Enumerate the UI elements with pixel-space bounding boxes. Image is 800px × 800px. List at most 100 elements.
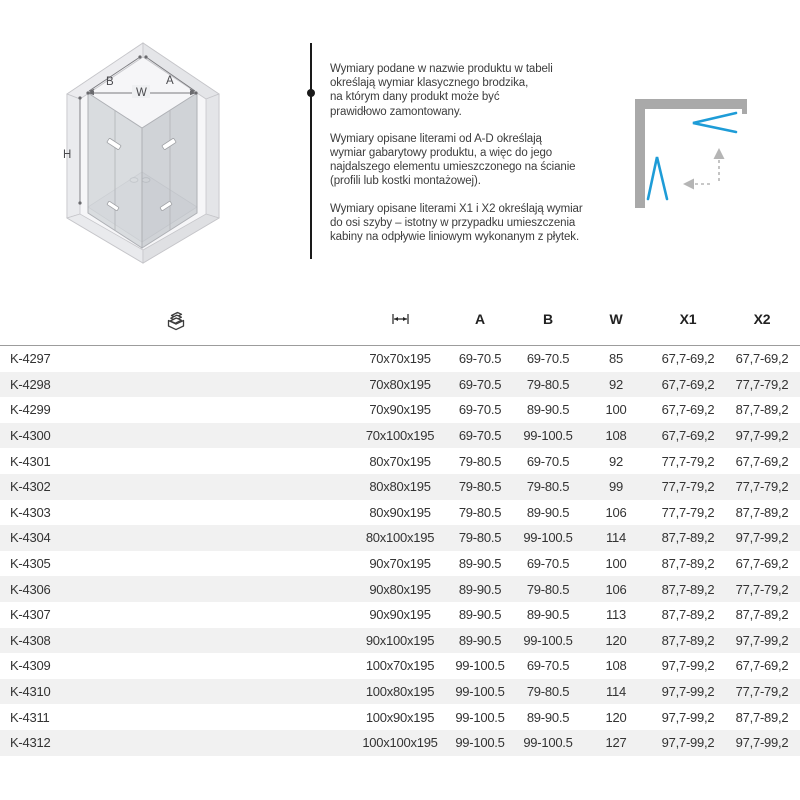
- cell-a: 99-100.5: [455, 658, 505, 674]
- cell-dimensions: 80x80x195: [369, 479, 431, 495]
- cell-w: 108: [605, 658, 627, 674]
- table-row: K-4298 70x80x195 69-70.5 79-80.5 92 67,7-69,2…: [0, 371, 800, 398]
- table-body: K-4297 70x70x195 69-70.5 69-70.5 85 67,7-69,2…: [0, 346, 800, 756]
- cell-product-code: K-4308: [10, 632, 51, 648]
- cell-product-code: K-4301: [10, 453, 51, 469]
- cell-x2: 97,7-99,2: [735, 428, 789, 444]
- cell-b: 69-70.5: [526, 453, 570, 469]
- cell-x1: 87,7-89,2: [661, 607, 715, 623]
- spec-table-header: A B W X1 X2: [0, 300, 800, 346]
- product-stack-icon: [167, 311, 185, 330]
- cell-dimensions: 70x100x195: [365, 428, 435, 444]
- table-row: K-4300 70x100x195 69-70.5 99-100.5 108 67,7-6…: [0, 422, 800, 449]
- cell-x2: 67,7-69,2: [735, 556, 789, 572]
- cell-b: 79-80.5: [526, 376, 570, 392]
- cell-w: 113: [606, 607, 626, 623]
- wall-shapes: [635, 99, 747, 208]
- cell-w: 92: [609, 376, 623, 392]
- cell-dimensions: 100x70x195: [365, 658, 435, 674]
- width-dimension-icon: [391, 313, 409, 324]
- cell-b: 99-100.5: [523, 632, 573, 648]
- label-backing: [132, 85, 150, 98]
- cell-x2: 67,7-69,2: [735, 658, 789, 674]
- cell-x1: 97,7-99,2: [661, 684, 715, 700]
- spec-table: A B W X1 X2 K-4297 70x70x195 69-70.5 69-70.…: [0, 300, 800, 756]
- table-row: K-4303 80x90x195 79-80.5 89-90.5 106 77,7-79,…: [0, 500, 800, 526]
- cell-b: 89-90.5: [526, 709, 570, 725]
- iso-label-w: W: [136, 87, 147, 99]
- cell-dimensions: 90x100x195: [365, 632, 435, 648]
- cell-x1: 87,7-89,2: [661, 556, 715, 572]
- swing-direction-arrows: [683, 148, 725, 190]
- cell-b: 79-80.5: [526, 684, 570, 700]
- cell-a: 79-80.5: [458, 453, 502, 469]
- cell-product-code: K-4299: [10, 402, 51, 418]
- cell-x1: 97,7-99,2: [661, 709, 715, 725]
- cell-product-code: K-4309: [10, 658, 51, 674]
- door-handle-icon: [106, 138, 177, 211]
- dimension-arrowheads: [88, 88, 196, 96]
- cell-product-code: K-4312: [10, 735, 51, 751]
- header-a: A: [475, 310, 485, 327]
- dimension-lines: [79, 56, 196, 203]
- cell-x2: 97,7-99,2: [735, 735, 789, 751]
- cell-b: 99-100.5: [523, 428, 573, 444]
- cell-dimensions: 100x80x195: [365, 684, 435, 700]
- cell-w: 120: [605, 709, 627, 725]
- cell-w: 114: [606, 530, 626, 546]
- cell-x1: 87,7-89,2: [661, 632, 715, 648]
- header-x1: X1: [679, 310, 697, 327]
- cell-dimensions: 90x90x195: [369, 607, 431, 623]
- cell-a: 89-90.5: [458, 632, 502, 648]
- cell-x2: 77,7-79,2: [735, 479, 789, 495]
- cell-product-code: K-4305: [10, 556, 51, 572]
- cell-w: 108: [605, 428, 627, 444]
- iso-label-h: H: [63, 149, 71, 161]
- cell-b: 69-70.5: [526, 658, 570, 674]
- cell-w: 85: [609, 351, 623, 367]
- cell-w: 99: [609, 479, 623, 495]
- isometric-enclosure-diagram: B A W H: [0, 0, 280, 290]
- cell-x1: 97,7-99,2: [661, 735, 715, 751]
- cell-product-code: K-4311: [10, 709, 50, 725]
- table-row: K-4312 100x100x195 99-100.5 99-100.5 127 97,7…: [0, 729, 800, 756]
- iso-label-b: B: [106, 76, 114, 88]
- iso-label-a: A: [166, 75, 174, 87]
- cell-b: 69-70.5: [526, 351, 570, 367]
- cell-product-code: K-4306: [10, 581, 51, 597]
- table-row: K-4306 90x80x195 89-90.5 79-80.5 106 87,7-89,…: [0, 576, 800, 602]
- cell-w: 106: [605, 581, 627, 597]
- cell-dimensions: 90x80x195: [369, 581, 431, 597]
- cell-b: 79-80.5: [526, 479, 570, 495]
- dimension-notes: Wymiary podane w nazwie produktu w tabel…: [330, 62, 602, 257]
- cell-b: 89-90.5: [526, 607, 570, 623]
- cell-a: 99-100.5: [455, 709, 505, 725]
- cell-x2: 97,7-99,2: [735, 530, 789, 546]
- cell-product-code: K-4307: [10, 607, 51, 623]
- dimension-dots: [78, 55, 198, 205]
- cell-x2: 87,7-89,2: [735, 402, 789, 418]
- cell-dimensions: 80x100x195: [365, 530, 435, 546]
- cell-x1: 77,7-79,2: [661, 479, 715, 495]
- cell-x1: 77,7-79,2: [661, 504, 715, 520]
- cell-dimensions: 70x70x195: [369, 351, 431, 367]
- cell-x1: 67,7-69,2: [661, 428, 715, 444]
- cell-dimensions: 70x90x195: [369, 402, 431, 418]
- cell-x1: 87,7-89,2: [661, 530, 715, 546]
- cell-x2: 87,7-89,2: [735, 607, 789, 623]
- cell-x2: 67,7-69,2: [735, 351, 789, 367]
- cell-product-code: K-4297: [10, 351, 51, 367]
- cell-product-code: K-4302: [10, 479, 51, 495]
- cell-x1: 67,7-69,2: [661, 402, 715, 418]
- cell-a: 99-100.5: [455, 735, 505, 751]
- cell-b: 89-90.5: [526, 504, 570, 520]
- cell-w: 100: [605, 556, 627, 572]
- cell-w: 106: [605, 504, 627, 520]
- cell-x2: 97,7-99,2: [735, 632, 789, 648]
- table-row: K-4302 80x80x195 79-80.5 79-80.5 99 77,7-79,2…: [0, 473, 800, 500]
- cell-b: 69-70.5: [526, 556, 570, 572]
- cell-b: 99-100.5: [523, 530, 573, 546]
- cell-a: 89-90.5: [458, 556, 502, 572]
- cell-product-code: K-4303: [10, 504, 51, 520]
- corner-layout-drawing: [635, 99, 747, 208]
